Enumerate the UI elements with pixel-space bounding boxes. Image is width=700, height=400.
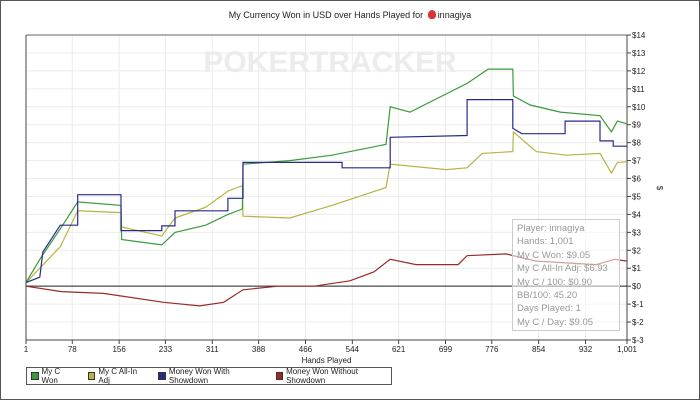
x-tick-label: 1 xyxy=(24,345,29,354)
stat-per-day: My C / Day: $9.05 xyxy=(517,316,594,328)
stat-bb-100: BB/100: 45.20 xyxy=(517,290,578,302)
x-axis-label: Hands Played xyxy=(302,356,352,365)
x-tick-label: 932 xyxy=(579,345,593,354)
y-tick-label: $13 xyxy=(632,49,646,58)
legend-label: My C All-In Adj xyxy=(98,367,138,385)
x-tick-label: 699 xyxy=(439,345,453,354)
y-tick-label: $1 xyxy=(632,264,641,273)
legend-item-showdown[interactable]: Money Won With Showdown xyxy=(158,367,263,385)
legend-swatch xyxy=(31,372,39,380)
y-tick-label: $11 xyxy=(632,85,645,94)
y-tick-label: $6 xyxy=(632,175,641,184)
stat-days: Days Played: 1 xyxy=(517,303,581,315)
legend-swatch xyxy=(87,372,96,380)
pokerstars-logo-icon xyxy=(427,10,436,19)
chart-title-player: innagiya xyxy=(437,10,472,20)
x-tick-label: 311 xyxy=(206,345,219,354)
y-tick-label: $7 xyxy=(632,157,641,166)
legend: My C Won My C All-In Adj Money Won With … xyxy=(26,367,392,385)
y-tick-label: $-2 xyxy=(632,318,644,327)
y-tick-label: $-3 xyxy=(632,336,644,345)
x-tick-label: 854 xyxy=(532,345,546,354)
x-tick-label: 621 xyxy=(392,345,406,354)
legend-item-no-showdown[interactable]: Money Won Without Showdown xyxy=(275,367,391,385)
y-tick-label: $3 xyxy=(632,228,641,237)
legend-swatch xyxy=(158,372,166,380)
legend-label: Money Won Without Showdown xyxy=(286,367,358,385)
x-tick-label: 776 xyxy=(485,345,499,354)
stat-per-100: My C / 100: $0.90 xyxy=(517,276,592,288)
series-line-money-won-with-showdown xyxy=(25,98,627,284)
x-tick-label: 156 xyxy=(112,345,126,354)
stat-hands: Hands: 1,001 xyxy=(517,236,574,248)
x-tick-label: 78 xyxy=(68,345,77,354)
x-tick-label: 233 xyxy=(159,345,173,354)
stat-allin-adj: My C All-In Adj: $6.93 xyxy=(517,263,608,275)
legend-swatch xyxy=(275,372,284,380)
y-tick-label: $2 xyxy=(632,246,641,255)
legend-item-allin[interactable]: My C All-In Adj xyxy=(87,367,147,385)
stats-box: Player: innagiya Hands: 1,001 My C Won: … xyxy=(512,219,620,331)
chart-title: My Currency Won in USD over Hands Played… xyxy=(0,10,700,20)
y-tick-label: $14 xyxy=(632,31,646,40)
y-tick-label: $8 xyxy=(632,139,641,148)
x-tick-label: 544 xyxy=(346,345,360,354)
y-axis-label: $ xyxy=(655,186,664,191)
x-tick-label: 466 xyxy=(299,345,313,354)
y-tick-label: $4 xyxy=(632,210,641,219)
y-tick-label: $-1 xyxy=(632,300,644,309)
y-tick-label: $10 xyxy=(632,103,646,112)
stat-won: My C Won: $9.05 xyxy=(517,249,591,261)
x-tick-label: 1,001 xyxy=(617,345,638,354)
legend-item-won[interactable]: My C Won xyxy=(31,367,76,385)
stat-player: Player: innagiya xyxy=(517,223,585,234)
legend-label: Money Won With Showdown xyxy=(168,367,230,385)
legend-label: My C Won xyxy=(41,367,61,385)
y-tick-label: $9 xyxy=(632,121,641,130)
chart-title-text: My Currency Won in USD over Hands Played… xyxy=(228,10,424,20)
x-tick-label: 388 xyxy=(252,345,266,354)
watermark: POKERTRACKER xyxy=(203,46,457,79)
y-tick-label: $5 xyxy=(632,192,641,201)
y-tick-label: $12 xyxy=(632,67,646,76)
y-tick-label: $0 xyxy=(632,282,641,291)
